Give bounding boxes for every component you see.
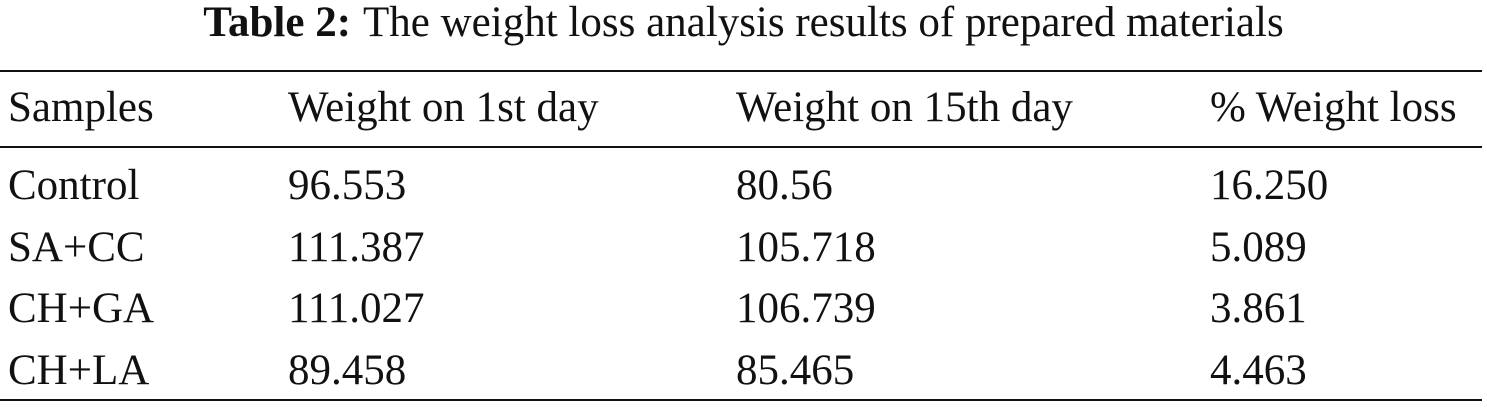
table-cell: 4.463 — [1210, 346, 1307, 394]
table-cell: CH+GA — [8, 285, 155, 332]
table-cell: 16.250 — [1210, 162, 1329, 209]
table-caption: Table 2: The weight loss analysis results… — [0, 0, 1487, 46]
table-cell: 106.739 — [736, 285, 876, 332]
table-cell: SA+CC — [8, 223, 145, 271]
bottom-rule — [0, 399, 1482, 401]
caption-label: Table 2: — [203, 0, 352, 46]
table-cell: CH+LA — [8, 346, 150, 394]
table-cell: 85.465 — [736, 346, 855, 394]
table-cell: 96.553 — [288, 162, 407, 209]
top-rule — [0, 70, 1482, 72]
table-cell: 89.458 — [288, 346, 407, 394]
caption-text: The weight loss analysis results of prep… — [363, 0, 1284, 46]
header-cell: Weight on 15th day — [736, 84, 1073, 131]
table-cell: 105.718 — [736, 223, 876, 271]
table-cell: 3.861 — [1210, 285, 1307, 332]
table-cell: 111.027 — [288, 285, 425, 332]
header-cell: Samples — [8, 84, 154, 131]
table-cell: Control — [8, 162, 140, 209]
header-cell: % Weight loss — [1210, 84, 1457, 131]
table-cell: 111.387 — [288, 223, 425, 271]
header-cell: Weight on 1st day — [288, 84, 599, 131]
table-cell: 80.56 — [736, 162, 833, 209]
table-cell: 5.089 — [1210, 223, 1307, 271]
header-rule — [0, 146, 1482, 148]
